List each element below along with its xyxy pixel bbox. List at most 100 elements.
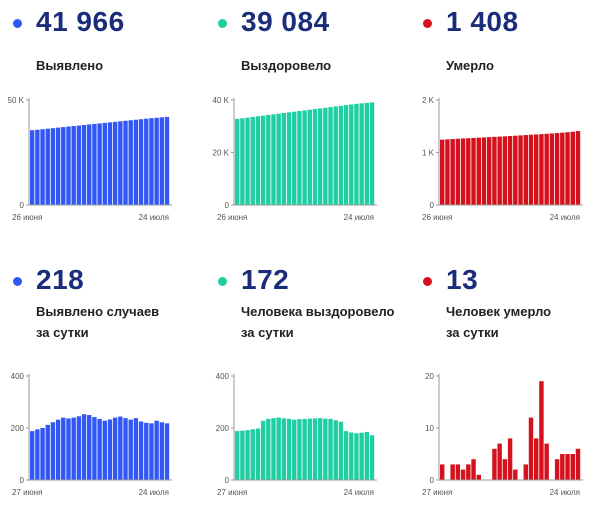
bar [40,129,45,205]
bar [450,464,455,480]
stat-value: 172 [241,264,290,295]
y-tick-label: 20 [425,372,434,381]
bar [476,474,481,480]
bar [144,422,149,480]
x-tick-label-end: 24 июля [139,213,169,222]
bar [50,128,56,205]
blue-dot-icon [13,277,22,286]
bar [369,102,375,205]
x-tick-label-end: 24 июля [139,488,169,497]
bar [507,136,513,205]
bar [138,421,144,480]
bar [107,122,113,205]
bar [255,428,261,480]
bar [276,417,281,480]
bar [328,107,333,205]
y-tick-label: 0 [20,476,25,485]
bar [45,424,50,480]
bar [266,114,271,205]
bar [66,418,71,480]
bar [118,416,123,480]
bar [255,116,261,205]
bar [528,134,534,205]
y-tick-label: 40 K [213,96,230,105]
bar [250,116,255,205]
y-tick-label: 1 K [422,149,435,158]
bar [575,131,581,205]
bar [260,420,266,480]
bar [560,132,565,205]
bar [245,117,250,205]
bar [281,112,287,205]
bar [323,107,328,205]
green-dot-icon [218,277,227,286]
bar [112,417,118,480]
bar [507,438,513,480]
x-tick-label-start: 27 июня [217,488,247,497]
bar [61,127,66,205]
bar [502,459,508,480]
bar [97,418,102,480]
x-tick-label-start: 26 июня [12,213,42,222]
bar [492,136,497,205]
red-dot-icon [423,277,432,286]
bar [445,139,450,206]
stat-label-line1: Выявлено случаев [36,304,160,319]
bar [312,418,318,480]
red-dot-icon [423,19,432,28]
bar [30,431,35,480]
bar [460,469,466,480]
bar [107,419,113,480]
bar [455,138,461,205]
bar [369,435,375,480]
bar [460,138,466,205]
bar [565,132,570,205]
bar [35,129,40,205]
bar [276,113,281,205]
bar [240,118,245,205]
bar [240,430,245,480]
bar [102,122,107,205]
bar [40,428,45,480]
bar [359,432,364,480]
bar [30,130,35,205]
bar [349,432,354,480]
bar [565,454,570,480]
bar [61,417,66,480]
y-tick-label: 50 K [8,96,25,105]
bar [471,137,476,205]
bar [235,431,240,480]
bar [487,137,492,205]
bar [523,135,528,205]
bar [544,133,549,205]
bar [343,105,349,205]
stat-label-line2: за сутки [446,325,499,340]
bar [440,139,445,205]
y-tick-label: 0 [430,476,435,485]
bar [343,431,349,480]
bar [292,111,297,205]
x-tick-label-start: 26 июня [217,213,247,222]
bar [549,133,555,205]
x-tick-label-end: 24 июля [344,213,374,222]
stat-label-line1: Человек умерло [446,304,552,319]
bar [266,418,271,480]
bar [354,103,359,205]
bar [354,433,359,480]
stat-value: 218 [36,264,85,295]
bar [81,124,87,205]
green-dot-icon [218,19,227,28]
bar [554,133,560,205]
bar-chart-deaths-total: 0 1 K 2 K 26 июня 24 июля [422,96,583,222]
bar [45,128,50,205]
bar [534,134,539,205]
bar-chart-recovered-daily: 0 200 400 27 июня 24 июля [216,372,377,497]
bar [164,116,170,205]
bar [440,464,445,480]
bar [513,469,518,480]
bar [455,464,461,480]
bar [364,102,370,205]
bar [560,454,565,480]
bar [286,112,292,205]
bar [87,124,92,205]
